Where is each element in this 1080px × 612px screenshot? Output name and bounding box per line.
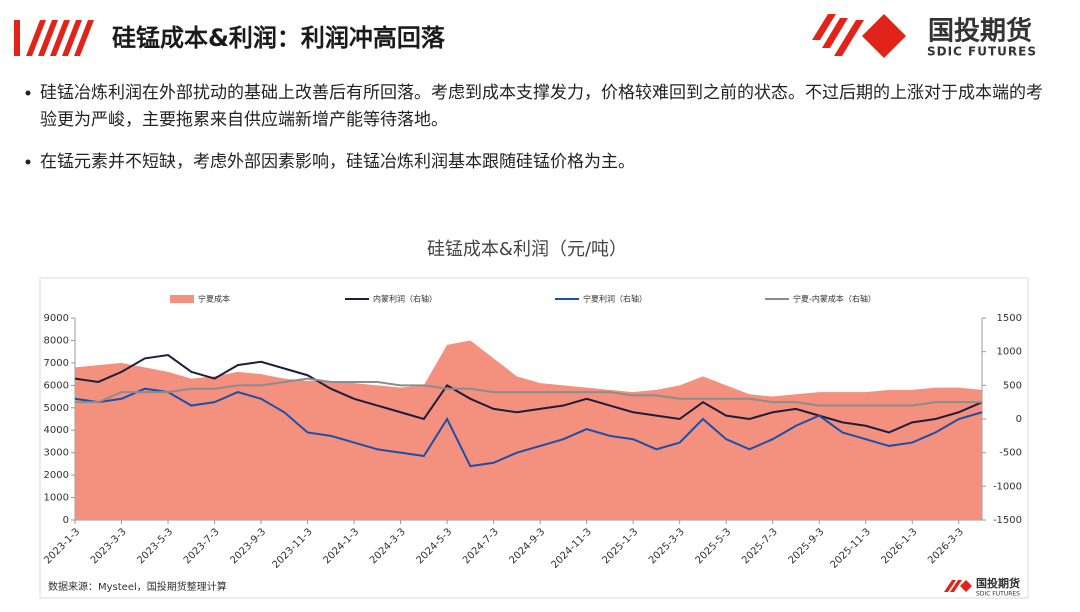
x-tick-label: 2025-11-3 — [829, 526, 873, 570]
x-tick-label: 2023-1-3 — [42, 526, 82, 566]
y-tick-label: 7000 — [44, 358, 69, 369]
x-tick-label: 2024-1-3 — [321, 526, 361, 566]
legend-label: 宁夏-内蒙成本（右轴） — [793, 294, 876, 304]
y-tick-label: 6000 — [44, 380, 69, 391]
x-tick-label: 2024-5-3 — [414, 526, 454, 566]
x-tick-label: 2024-11-3 — [550, 526, 594, 570]
x-tick-label: 2023-3-3 — [89, 526, 129, 566]
x-tick-label: 2026-3-3 — [926, 526, 966, 566]
brand-name: 国投期货 — [928, 16, 1032, 47]
y2-tick-label: 1500 — [997, 313, 1022, 324]
source-note: 数据来源：Mysteel，国投期货整理计算 — [48, 580, 227, 593]
y-tick-label: 1000 — [44, 493, 69, 504]
x-tick-label: 2023-5-3 — [135, 526, 175, 566]
x-tick-label: 2023-11-3 — [270, 526, 314, 570]
x-tick-label: 2025-1-3 — [601, 526, 641, 566]
y-tick-label: 2000 — [44, 470, 69, 481]
series-line — [74, 353, 983, 434]
x-tick-label: 2025-7-3 — [740, 526, 780, 566]
bullet-text: 硅锰冶炼利润在外部扰动的基础上改善后有所回落。考虑到成本支撑发力，价格较难回到之… — [40, 83, 1043, 130]
legend-swatch — [170, 295, 194, 303]
chart-frame — [39, 277, 1029, 599]
x-tick-label: 2025-9-3 — [787, 526, 827, 566]
y2-tick-label: -500 — [999, 448, 1022, 459]
series-line — [75, 377, 982, 407]
bullet-text: 在锰元素并不短缺，考虑外部因素影响，硅锰冶炼利润基本跟随硅锰价格为主。 — [40, 152, 635, 172]
x-tick-label: 2023-7-3 — [182, 526, 222, 566]
y2-tick-label: 1000 — [997, 347, 1022, 358]
x-tick-label: 2025-3-3 — [647, 526, 687, 566]
cost-area — [75, 340, 982, 520]
footer-brand: 国投期货 — [976, 576, 1020, 590]
y-tick-label: 3000 — [44, 448, 69, 459]
y-tick-label: 8000 — [44, 335, 69, 346]
y2-tick-label: 0 — [1016, 414, 1022, 425]
plot: 0100020003000400050006000700080009000-15… — [42, 294, 1022, 571]
x-tick-label: 2025-5-3 — [694, 526, 734, 566]
page-title: 硅锰成本&利润：利润冲高回落 — [112, 24, 446, 52]
y-tick-label: 0 — [63, 515, 69, 526]
x-tick-label: 2026-1-3 — [880, 526, 920, 566]
y-tick-label: 5000 — [44, 403, 69, 414]
bullet-dot — [25, 159, 31, 165]
footer-logo — [944, 580, 972, 592]
chart-title: 硅锰成本&利润（元/吨） — [427, 239, 627, 260]
y2-tick-label: -1500 — [993, 515, 1022, 526]
header-mark — [14, 20, 94, 56]
x-tick-label: 2024-3-3 — [368, 526, 408, 566]
bullet-box: 硅锰冶炼利润在外部扰动的基础上改善后有所回落。考虑到成本支撑发力，价格较难回到之… — [40, 83, 1043, 130]
x-tick-label: 2023-9-3 — [228, 526, 268, 566]
legend-label: 内蒙利润（右轴） — [373, 294, 437, 304]
y2-tick-label: -1000 — [993, 481, 1022, 492]
legend-label: 宁夏利润（右轴） — [583, 294, 647, 304]
x-tick-label: 2024-9-3 — [507, 526, 547, 566]
x-tick-label: 2024-7-3 — [461, 526, 501, 566]
bullet-dot — [25, 90, 31, 96]
bullet-box: 在锰元素并不短缺，考虑外部因素影响，硅锰冶炼利润基本跟随硅锰价格为主。 — [40, 152, 635, 172]
series-line — [74, 387, 983, 468]
legend-label: 宁夏成本 — [198, 294, 230, 304]
y2-tick-label: 500 — [1003, 380, 1022, 391]
y-tick-label: 9000 — [44, 313, 69, 324]
brand-tagline: SDIC FUTURES — [927, 45, 1037, 59]
y-tick-label: 4000 — [44, 425, 69, 436]
footer-tagline: SDIC FUTURES — [976, 591, 1020, 598]
brand-logo — [812, 14, 906, 58]
